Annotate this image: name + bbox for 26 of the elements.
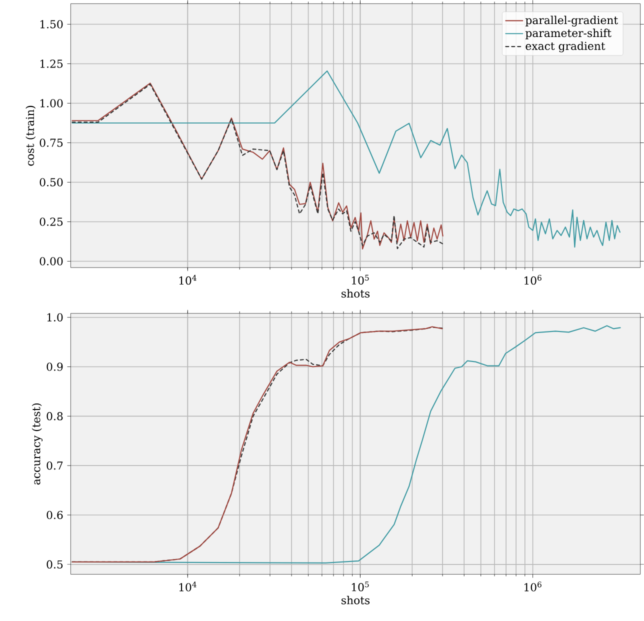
x-tick-label: 10$^{5}$	[352, 274, 369, 285]
x-tick-label: 10$^{6}$	[524, 274, 542, 285]
y-tick-label: 0.7	[46, 461, 63, 470]
x-tick-label: 10$^{4}$	[179, 274, 196, 285]
y-tick-label: 0.00	[40, 257, 63, 266]
legend-label: parallel-gradient	[526, 16, 618, 26]
y-tick-label: 0.25	[40, 218, 63, 226]
y-axis-title: cost (train)	[26, 106, 36, 166]
y-axis-title: accuracy (test)	[32, 403, 43, 485]
y-tick-label: 1.0	[47, 313, 63, 322]
y-tick-label: 1.25	[40, 60, 63, 68]
y-tick-label: 0.8	[46, 412, 63, 420]
y-tick-label: 0.6	[46, 510, 63, 520]
legend-label: exact gradient	[526, 42, 606, 52]
y-tick-label: 0.9	[46, 362, 63, 371]
x-axis-title: shots	[342, 289, 370, 298]
y-tick-label: 1.50	[40, 20, 63, 28]
x-tick-label: 10$^{5}$	[352, 582, 369, 592]
x-tick-label: 10$^{4}$	[179, 582, 196, 592]
x-tick-label: 10$^{6}$	[524, 582, 542, 592]
x-axis-title: shots	[342, 596, 370, 604]
y-tick-label: 0.50	[40, 178, 63, 186]
y-tick-label: 0.5	[46, 560, 63, 568]
y-tick-label: 1.00	[40, 99, 63, 108]
legend-label: parameter-shift	[526, 28, 612, 40]
y-tick-label: 0.75	[40, 138, 63, 147]
